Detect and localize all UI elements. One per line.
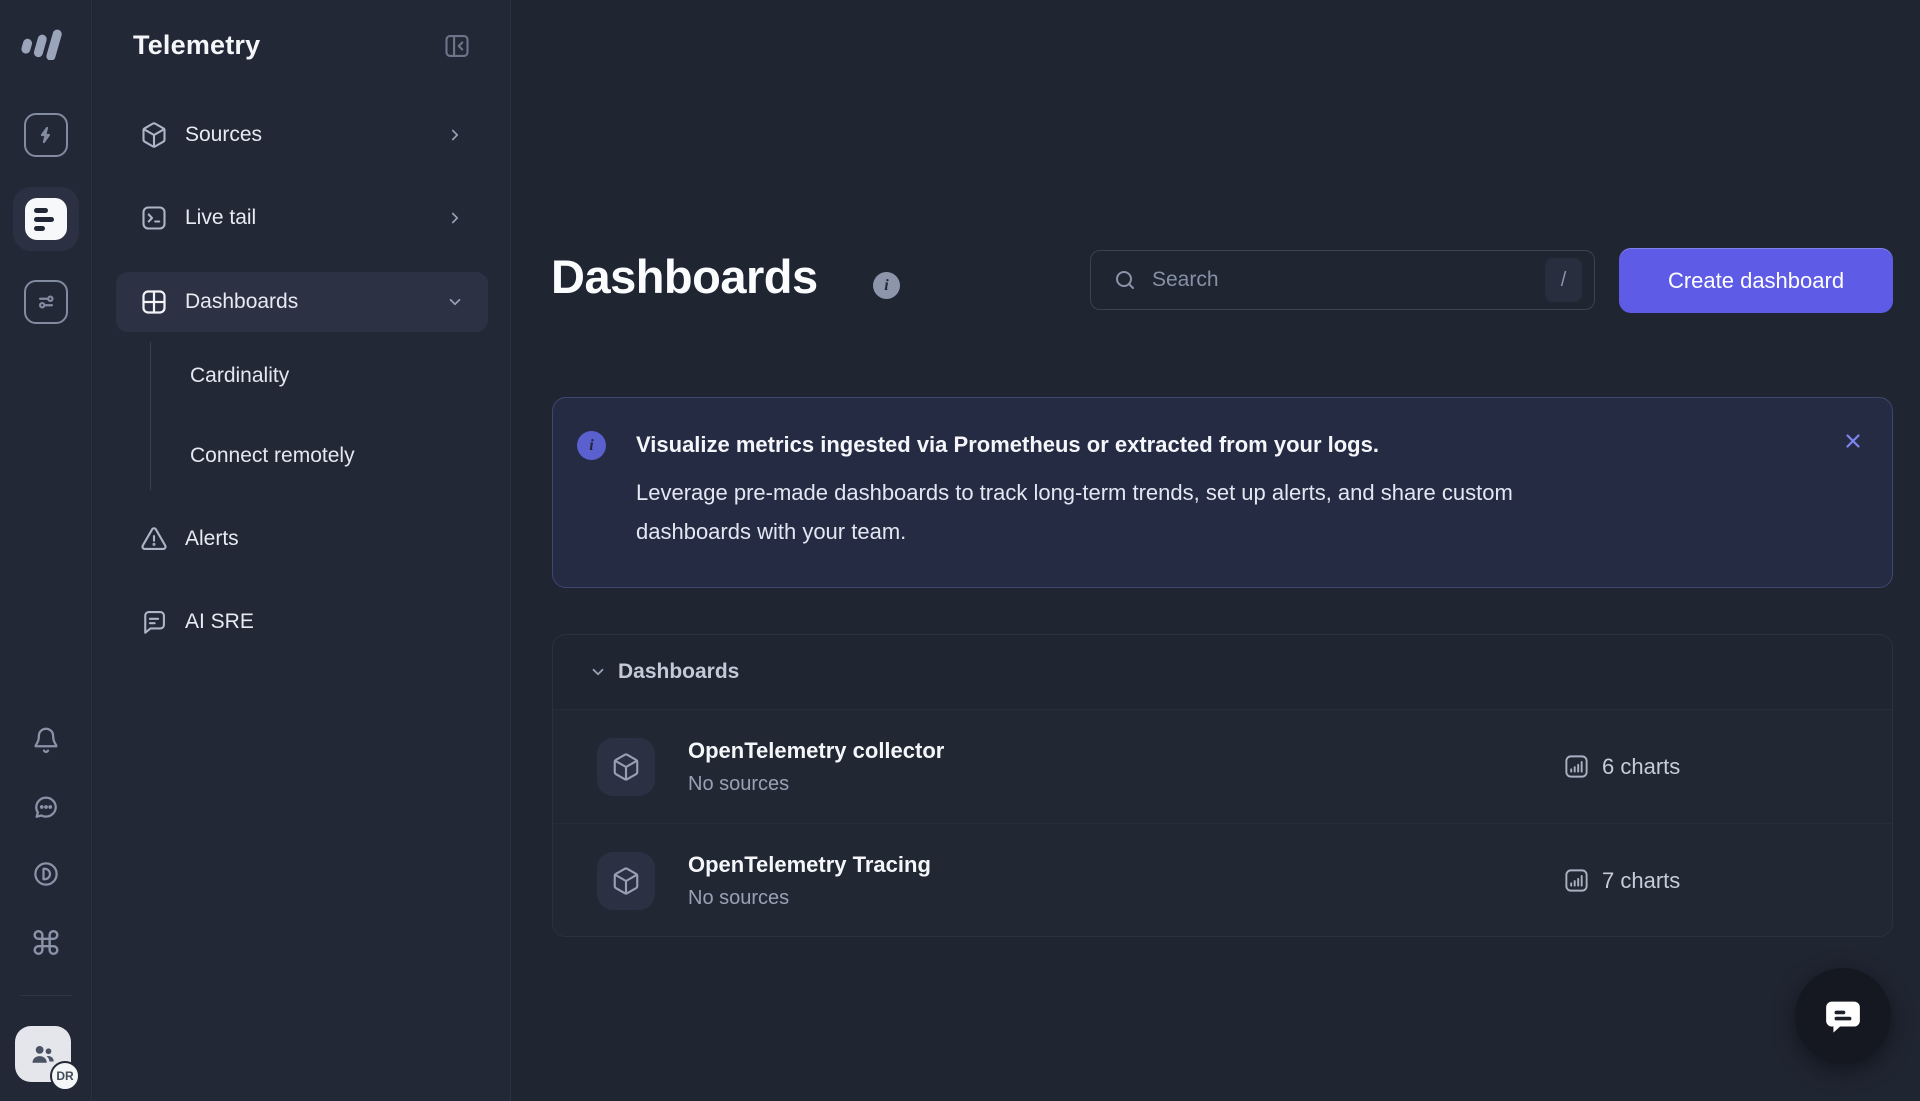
dashboard-title: OpenTelemetry collector (688, 737, 945, 763)
dashboard-search[interactable]: / (1090, 250, 1595, 310)
chevron-down-icon (592, 668, 604, 676)
banner-body-line: Leverage pre-made dashboards to track lo… (636, 480, 1513, 505)
command-menu-button[interactable]: ⌘ (0, 921, 92, 965)
banner-body-line: dashboards with your team. (636, 519, 907, 544)
sidebar-subitem-connect-remotely[interactable]: Connect remotely (190, 432, 470, 480)
dashboard-row-opentelemetry-tracing[interactable]: OpenTelemetry Tracing No sources 7 chart… (553, 823, 1892, 936)
bell-icon (34, 727, 58, 753)
sliders-icon (38, 295, 54, 309)
sidebar-item-sources[interactable]: Sources (116, 105, 488, 165)
dashboard-row-opentelemetry-collector[interactable]: OpenTelemetry collector No sources 6 cha… (553, 709, 1892, 823)
sidebar-subitem-label: Connect remotely (190, 444, 355, 467)
rail-item-telemetry-selected[interactable] (13, 187, 79, 251)
account-avatar[interactable] (15, 1026, 71, 1082)
create-dashboard-button[interactable]: Create dashboard (1619, 248, 1893, 313)
info-banner: i Visualize metrics ingested via Prometh… (552, 397, 1893, 588)
charts-count: 7 charts (1602, 867, 1681, 893)
sidebar-item-ai-sre[interactable]: AI SRE (116, 592, 488, 652)
dashboards-list-card: Dashboards OpenTelemetry collector No so… (552, 634, 1893, 937)
feedback-button[interactable] (0, 785, 92, 829)
logs-icon (25, 198, 67, 240)
chat-dots-icon (35, 796, 57, 818)
theme-toggle-button[interactable] (0, 852, 92, 896)
dashboard-subtitle: No sources (688, 772, 790, 795)
zap-icon (40, 126, 51, 144)
dashboards-group-toggle[interactable]: Dashboards (553, 635, 1892, 709)
contrast-icon (34, 862, 58, 886)
sidebar-item-label: Alerts (185, 527, 239, 550)
bar-chart-icon (1565, 869, 1588, 892)
page-title: Dashboards (551, 250, 818, 303)
chevron-right-icon (451, 129, 459, 141)
dashboard-subtitle: No sources (688, 886, 790, 909)
chat-bubble-icon (1826, 1001, 1860, 1033)
sidebar: Telemetry Sources Live tail (93, 0, 511, 1101)
dashboard-title: OpenTelemetry Tracing (688, 851, 931, 877)
betterstack-logo-icon[interactable] (19, 24, 67, 60)
charts-count: 6 charts (1602, 753, 1681, 779)
terminal-icon (142, 206, 166, 230)
dashboard-grid-icon (142, 290, 166, 314)
cube-icon (613, 866, 639, 895)
bar-chart-icon (1565, 755, 1588, 778)
sidebar-item-alerts[interactable]: Alerts (116, 509, 488, 569)
sidebar-subitem-cardinality[interactable]: Cardinality (190, 352, 470, 400)
message-lines-icon (144, 611, 165, 634)
chevron-down-icon (449, 298, 461, 306)
cube-icon (613, 752, 639, 781)
group-label: Dashboards (618, 660, 740, 683)
sidebar-subitem-label: Cardinality (190, 364, 290, 387)
page-title-info-icon[interactable]: i (873, 272, 900, 299)
search-input[interactable] (1152, 268, 1545, 292)
users-icon (32, 1046, 54, 1063)
cube-icon (142, 122, 166, 148)
alert-triangle-icon (141, 527, 167, 550)
sidebar-item-dashboards[interactable]: Dashboards (116, 272, 488, 332)
sidebar-item-label: AI SRE (185, 610, 254, 633)
collapse-sidebar-button[interactable] (441, 30, 473, 62)
rail-item-settings[interactable] (24, 280, 68, 324)
sidebar-item-label: Dashboards (185, 290, 299, 313)
rail-item-quickstart[interactable] (24, 113, 68, 157)
info-icon: i (577, 431, 606, 460)
search-shortcut-key: / (1545, 258, 1582, 302)
sidebar-item-label: Sources (185, 123, 263, 146)
sidebar-item-live-tail[interactable]: Live tail (116, 188, 488, 248)
sidebar-item-label: Live tail (185, 206, 257, 229)
sidebar-title: Telemetry (133, 30, 261, 60)
close-icon (1846, 434, 1860, 448)
icon-rail: ⌘ DR (0, 0, 92, 1101)
notifications-button[interactable] (0, 718, 92, 762)
chevron-right-icon (451, 212, 459, 224)
avatar-initials-badge[interactable]: DR (50, 1061, 80, 1091)
rail-divider (20, 995, 72, 996)
chat-widget-button[interactable] (1795, 968, 1891, 1064)
banner-close-button[interactable] (1840, 428, 1866, 454)
panel-left-collapse-icon (445, 35, 469, 57)
banner-title: Visualize metrics ingested via Prometheu… (636, 432, 1379, 457)
command-icon: ⌘ (29, 923, 63, 963)
subnav-tree-line (150, 342, 151, 490)
search-icon (1116, 271, 1134, 289)
